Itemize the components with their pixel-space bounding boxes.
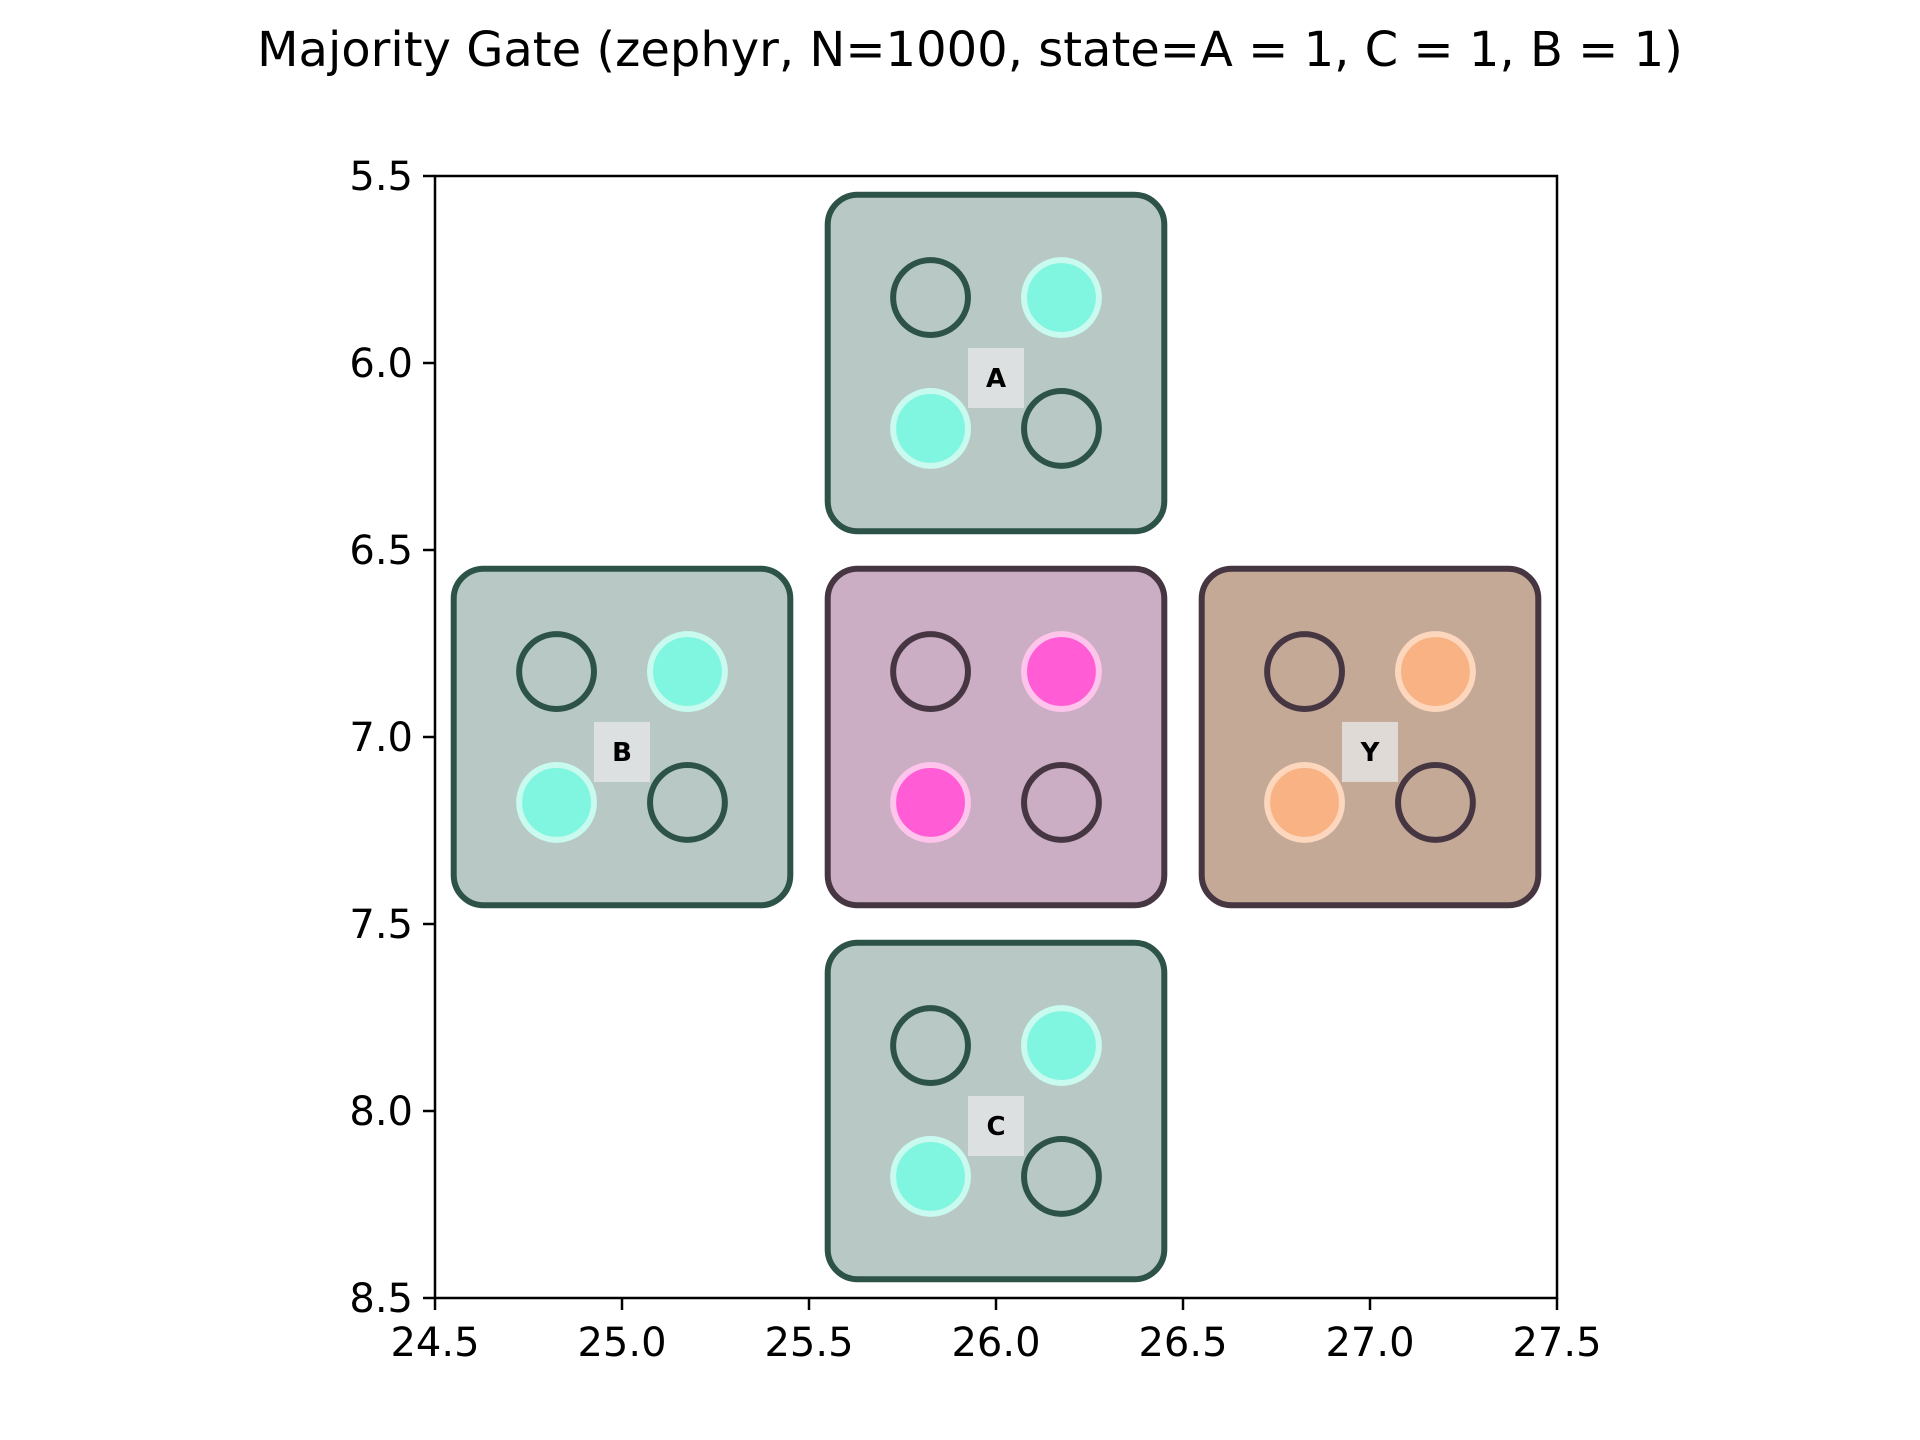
x-tick-label: 26.0 bbox=[951, 1320, 1040, 1366]
y-tick-label: 5.5 bbox=[349, 154, 413, 200]
quantum-dot-active bbox=[1264, 762, 1345, 843]
cell-label-box bbox=[968, 1095, 1024, 1156]
cell-body bbox=[824, 565, 1168, 909]
quantum-dot-active bbox=[647, 631, 728, 712]
quantum-dot-active bbox=[890, 1136, 971, 1217]
cell-label-box bbox=[594, 721, 650, 782]
quantum-dot-empty bbox=[516, 631, 597, 712]
x-tick-label: 25.5 bbox=[764, 1320, 853, 1366]
quantum-dot-active bbox=[890, 762, 971, 843]
quantum-dot-empty bbox=[1021, 762, 1102, 843]
quantum-dot-empty bbox=[1264, 631, 1345, 712]
quantum-dot-empty bbox=[890, 257, 971, 338]
figure-title: Majority Gate (zephyr, N=1000, state=A =… bbox=[257, 22, 1683, 78]
cell-label: C bbox=[986, 1112, 1005, 1142]
x-tick-label: 26.5 bbox=[1138, 1320, 1227, 1366]
x-tick-label: 25.0 bbox=[577, 1320, 666, 1366]
quantum-dot-active bbox=[1021, 1005, 1102, 1086]
cell-m bbox=[824, 565, 1168, 909]
cell-label: B bbox=[612, 738, 632, 768]
quantum-dot-empty bbox=[1021, 1136, 1102, 1217]
x-axis: 24.5 25.0 25.5 26.0 26.5 27.0 27.5 bbox=[390, 1298, 1602, 1366]
quantum-dot-active bbox=[890, 388, 971, 469]
x-tick-label: 24.5 bbox=[390, 1320, 479, 1366]
cell-label-box bbox=[968, 347, 1024, 408]
y-tick-label: 7.0 bbox=[349, 715, 413, 761]
y-tick-label: 6.5 bbox=[349, 528, 413, 574]
cell-a: A bbox=[824, 191, 1168, 535]
quantum-dot-empty bbox=[1395, 762, 1476, 843]
quantum-dot-active bbox=[1395, 631, 1476, 712]
quantum-dot-empty bbox=[890, 631, 971, 712]
cell-label: Y bbox=[1360, 738, 1381, 768]
cell-label: A bbox=[986, 364, 1006, 394]
y-tick-label: 6.0 bbox=[349, 341, 413, 387]
quantum-dot-active bbox=[1021, 257, 1102, 338]
y-tick-label: 7.5 bbox=[349, 902, 413, 948]
quantum-dot-active bbox=[1021, 631, 1102, 712]
cell-label-box bbox=[1342, 721, 1398, 782]
x-tick-label: 27.0 bbox=[1325, 1320, 1414, 1366]
cell-b: B bbox=[450, 565, 794, 909]
y-tick-label: 8.5 bbox=[349, 1276, 413, 1322]
quantum-dot-empty bbox=[890, 1005, 971, 1086]
quantum-dot-empty bbox=[647, 762, 728, 843]
cells-layer: A B Y C bbox=[450, 191, 1542, 1283]
y-tick-label: 8.0 bbox=[349, 1089, 413, 1135]
y-axis: 5.5 6.0 6.5 7.0 7.5 8.0 8.5 bbox=[349, 154, 435, 1322]
quantum-dot-active bbox=[516, 762, 597, 843]
x-tick-label: 27.5 bbox=[1512, 1320, 1601, 1366]
quantum-dot-empty bbox=[1021, 388, 1102, 469]
cell-y: Y bbox=[1198, 565, 1542, 909]
cell-c: C bbox=[824, 939, 1168, 1283]
